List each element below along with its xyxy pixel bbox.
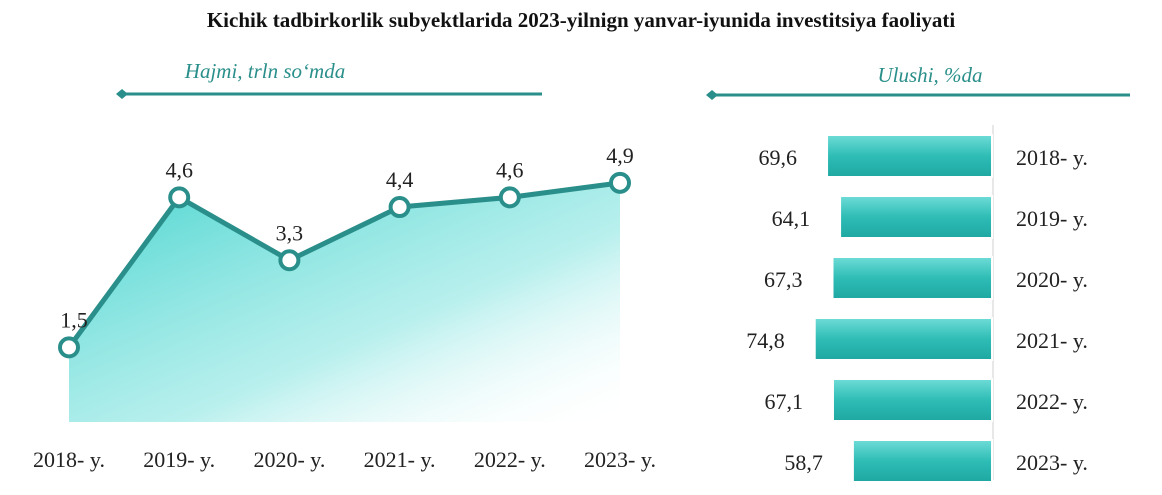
data-label: 4,6	[165, 157, 193, 182]
bar-category-label: 2018- y.	[1016, 145, 1088, 170]
right-chart-title: Ulushi, %da	[878, 63, 983, 87]
right-header-diamond	[706, 90, 718, 100]
x-tick-label: 2021- y.	[364, 447, 436, 472]
x-tick-label: 2020- y.	[253, 447, 325, 472]
bar-value-label: 69,6	[759, 145, 798, 170]
bar-value-label: 67,3	[764, 267, 803, 292]
bar	[839, 195, 994, 239]
data-label: 3,3	[276, 220, 304, 245]
left-chart-title: Hajmi, trln so‘mda	[184, 59, 345, 83]
data-label: 4,4	[386, 167, 414, 192]
data-label: 4,6	[496, 157, 524, 182]
bar-category-label: 2023- y.	[1016, 450, 1088, 475]
bar-value-label: 67,1	[764, 389, 803, 414]
page-title: Kichik tadbirkorlik subyektlarida 2023-y…	[206, 8, 956, 32]
data-point	[58, 336, 80, 359]
data-label: 1,5	[60, 307, 88, 332]
area-fill	[69, 182, 620, 422]
bar-value-label: 58,7	[784, 450, 823, 475]
left-header-diamond	[116, 89, 128, 99]
bar-category-label: 2019- y.	[1016, 206, 1088, 231]
x-tick-label: 2023- y.	[584, 447, 656, 472]
bar	[851, 439, 993, 483]
data-point	[498, 186, 521, 209]
data-point	[168, 186, 191, 209]
x-tick-label: 2019- y.	[143, 447, 215, 472]
x-tick-label: 2022- y.	[474, 447, 546, 472]
x-tick-label: 2018- y.	[33, 447, 105, 472]
bar	[831, 256, 994, 300]
bar-category-label: 2022- y.	[1016, 389, 1088, 414]
data-label: 4,9	[606, 143, 634, 168]
bar	[813, 317, 993, 361]
data-point	[609, 171, 631, 194]
bar-value-label: 74,8	[746, 328, 785, 353]
bar-category-label: 2020- y.	[1016, 267, 1088, 292]
bar-value-label: 64,1	[772, 206, 811, 231]
data-point	[278, 249, 301, 272]
series-line	[66, 180, 621, 349]
bar	[826, 134, 993, 178]
bar	[831, 378, 994, 422]
bar-category-label: 2021- y.	[1016, 328, 1088, 353]
data-point	[388, 196, 411, 219]
